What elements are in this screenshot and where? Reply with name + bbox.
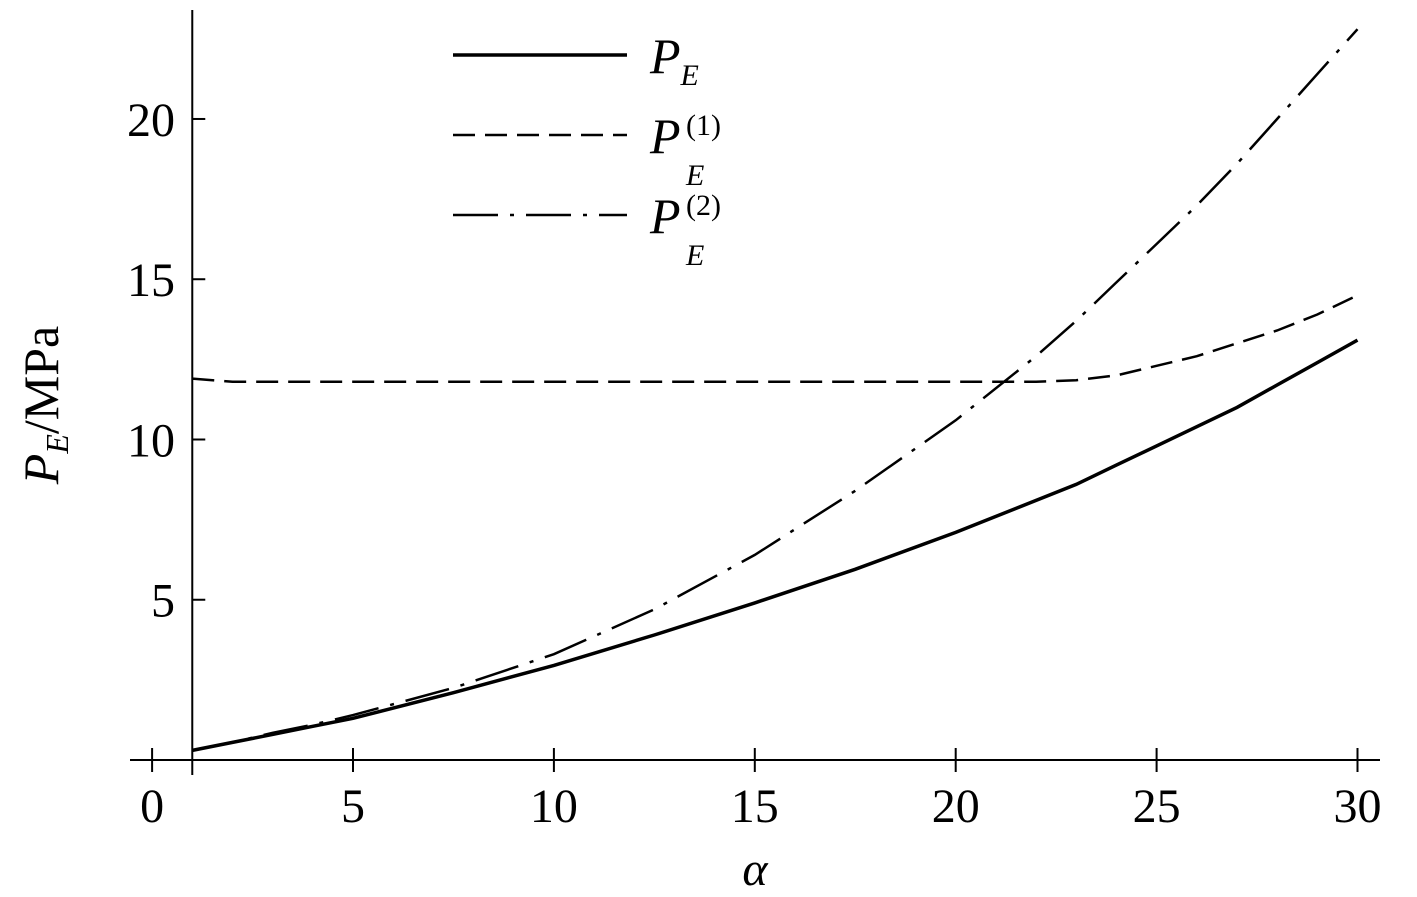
x-tick-label: 15 xyxy=(731,780,779,833)
y-tick-label: 5 xyxy=(151,575,175,628)
legend-sub: E xyxy=(685,159,704,192)
legend-entry: P (1) E xyxy=(649,108,721,192)
legend-sup: (2) xyxy=(686,189,721,222)
legend-entry: PE xyxy=(649,28,699,92)
series-line xyxy=(192,28,1359,752)
x-axis-label: α xyxy=(742,843,768,896)
legend-sup: (1) xyxy=(686,109,721,142)
series-line xyxy=(192,294,1359,384)
y-tick-label: 10 xyxy=(127,414,175,467)
y-tick-label: 20 xyxy=(127,94,175,147)
y-label-rest: /MPa xyxy=(13,326,69,434)
series-line xyxy=(191,338,1359,753)
legend-name: P xyxy=(649,28,681,84)
x-tick-label: 30 xyxy=(1333,780,1381,833)
x-tick-label: 0 xyxy=(140,780,164,833)
x-tick-label: 10 xyxy=(530,780,578,833)
y-label-main: P xyxy=(13,454,69,486)
legend-name: P xyxy=(649,188,681,244)
y-label-sub: E xyxy=(39,434,75,455)
x-tick-label: 20 xyxy=(932,780,980,833)
x-tick-label: 5 xyxy=(341,780,365,833)
legend-entry: P (2) E xyxy=(649,188,721,272)
y-axis-label: PE/MPa xyxy=(13,326,75,485)
legend-name: P xyxy=(649,108,681,164)
legend-sub: E xyxy=(680,59,699,92)
y-tick-label: 15 xyxy=(127,254,175,307)
x-tick-label: 25 xyxy=(1133,780,1181,833)
legend-sub: E xyxy=(685,239,704,272)
